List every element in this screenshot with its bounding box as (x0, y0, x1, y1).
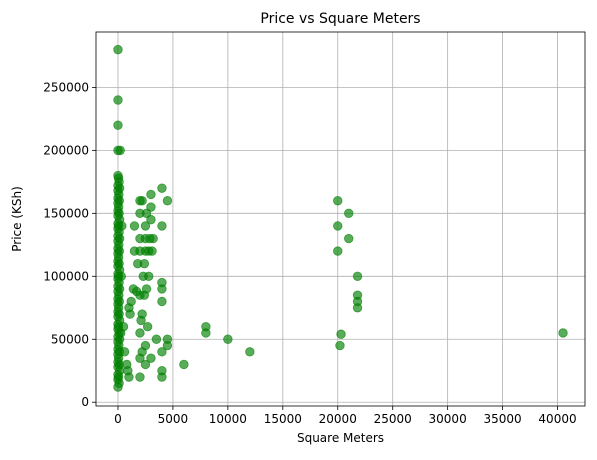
grid-lines (96, 32, 585, 406)
data-point (352, 303, 363, 313)
data-point (117, 221, 127, 231)
data-point (124, 372, 134, 382)
data-point (245, 347, 255, 357)
data-point (118, 321, 129, 332)
data-points (113, 44, 568, 392)
data-point (140, 221, 151, 231)
data-point (157, 221, 167, 231)
data-point (146, 353, 156, 363)
data-point (201, 321, 211, 332)
y-tick-label: 100000 (43, 269, 89, 283)
data-point (333, 221, 343, 231)
data-point (113, 382, 123, 392)
data-point (344, 233, 354, 244)
data-point (137, 196, 147, 206)
data-point (137, 309, 147, 319)
data-point (142, 321, 153, 332)
x-tick-label: 5000 (158, 412, 189, 426)
data-point (129, 221, 140, 231)
data-point (139, 259, 150, 269)
data-point (125, 309, 135, 319)
x-tick-labels: 0 5000 10000 15000 20000 25000 30000 35000 40000 (114, 412, 576, 426)
data-point (144, 271, 154, 281)
data-point (352, 271, 363, 281)
data-point (116, 271, 126, 281)
data-point (157, 366, 167, 376)
y-tick-labels: 0 50000 100000 150000 200000 250000 (43, 80, 89, 409)
x-tick-label: 15000 (264, 412, 302, 426)
data-point (113, 44, 123, 55)
axes-frame (95, 31, 586, 407)
data-point (126, 296, 136, 307)
data-point (162, 334, 173, 344)
data-point (223, 334, 233, 344)
data-point (113, 95, 123, 105)
data-point (179, 359, 189, 370)
y-tick-label: 150000 (43, 206, 89, 220)
x-tick-label: 0 (114, 412, 122, 426)
data-point (333, 246, 343, 256)
data-point (135, 328, 145, 338)
data-point (336, 329, 346, 339)
y-tick-label: 250000 (43, 80, 89, 94)
data-point (335, 340, 345, 351)
data-point (151, 334, 162, 344)
x-tick-label: 30000 (429, 412, 467, 426)
y-axis-label: Price (KSh) (10, 186, 24, 252)
x-tick-label: 35000 (483, 412, 521, 426)
data-point (147, 246, 157, 256)
data-point (148, 233, 158, 244)
data-point (558, 328, 568, 338)
data-point (146, 214, 156, 225)
x-tick-label: 40000 (538, 412, 576, 426)
data-point (141, 208, 152, 219)
tick-marks (92, 87, 558, 410)
data-point (119, 347, 130, 357)
y-tick-label: 0 (81, 395, 89, 409)
data-point (162, 196, 173, 206)
data-point (146, 189, 156, 200)
chart-title: Price vs Square Meters (260, 11, 420, 27)
data-point (344, 208, 354, 219)
data-point (157, 347, 167, 357)
data-point (135, 372, 145, 382)
data-point (141, 284, 152, 294)
data-point (157, 183, 167, 193)
x-axis-label: Square Meters (297, 431, 384, 445)
x-tick-label: 25000 (374, 412, 412, 426)
data-point (157, 296, 167, 307)
y-tick-label: 200000 (43, 143, 89, 157)
data-point (115, 145, 125, 156)
x-tick-label: 20000 (319, 412, 357, 426)
data-point (333, 196, 343, 206)
x-tick-label: 10000 (209, 412, 247, 426)
data-point (140, 340, 151, 351)
data-point (157, 277, 167, 288)
data-point (140, 359, 151, 370)
data-point (146, 202, 156, 212)
y-tick-label: 50000 (51, 332, 89, 346)
data-point (113, 120, 123, 130)
